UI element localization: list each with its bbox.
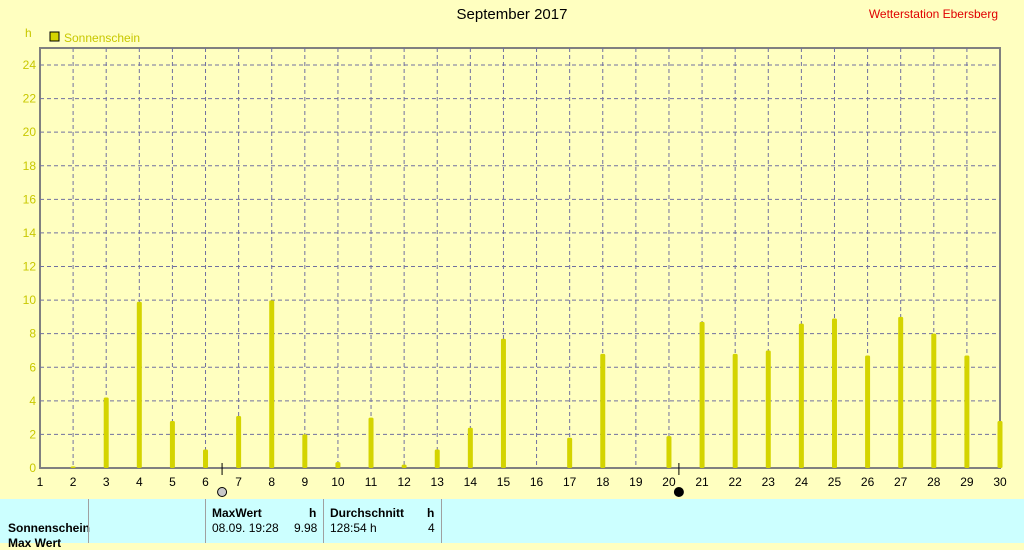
x-tick-label: 9	[301, 475, 308, 489]
x-tick-label: 10	[331, 475, 345, 489]
x-tick-label: 1	[37, 475, 44, 489]
max-header: MaxWert	[212, 506, 262, 520]
x-tick-label: 7	[235, 475, 242, 489]
stats-table: Sonnenschein Max Wert MaxWert h 08.09. 1…	[0, 499, 1024, 550]
bar-day-21	[699, 321, 705, 468]
bar-day-7	[236, 415, 242, 468]
new-moon-icon	[673, 487, 684, 497]
x-tick-label: 13	[431, 475, 445, 489]
plot-frame	[39, 47, 1001, 469]
avg-unit: h	[427, 506, 435, 520]
x-tick-label: 26	[861, 475, 875, 489]
x-tick-label: 15	[497, 475, 511, 489]
bar-day-18	[600, 353, 606, 468]
y-tick-label: 20	[23, 125, 37, 139]
x-tick-label: 19	[629, 475, 643, 489]
y-tick-label: 24	[23, 58, 37, 72]
x-tick-label: 5	[169, 475, 176, 489]
bar-day-14	[467, 427, 473, 468]
y-tick-label: 4	[29, 394, 36, 408]
y-tick-label: 2	[29, 427, 36, 441]
y-tick-label: 8	[29, 327, 36, 341]
x-tick-label: 11	[365, 475, 378, 489]
x-tick-label: 20	[662, 475, 676, 489]
bar-day-24	[798, 323, 804, 468]
station-name: Wetterstation Ebersberg	[868, 7, 998, 21]
chart-title: September 2017	[456, 6, 568, 23]
bar-day-12	[401, 464, 407, 468]
bar-day-9	[302, 434, 308, 468]
bar-day-5	[169, 420, 175, 468]
x-tick-label: 23	[762, 475, 776, 489]
bar-day-10	[335, 462, 341, 468]
avg-value: 128:54 h	[330, 521, 377, 535]
bar-day-26	[865, 355, 871, 468]
max-value: 9.98	[294, 521, 318, 535]
bar-day-23	[765, 350, 771, 468]
x-tick-label: 27	[894, 475, 908, 489]
x-tick-label: 8	[268, 475, 275, 489]
bar-day-29	[964, 355, 970, 468]
x-tick-label: 25	[828, 475, 842, 489]
bar-day-2	[70, 466, 76, 468]
x-tick-label: 30	[993, 475, 1007, 489]
y-tick-label: 14	[23, 226, 37, 240]
x-tick-label: 4	[136, 475, 143, 489]
y-tick-label: 18	[23, 159, 37, 173]
x-tick-label: 22	[728, 475, 742, 489]
x-tick-label: 28	[927, 475, 941, 489]
y-tick-label: 0	[29, 461, 36, 475]
bar-day-4	[136, 301, 142, 468]
x-tick-label: 24	[795, 475, 809, 489]
x-tick-label: 18	[596, 475, 610, 489]
bar-day-20	[666, 436, 672, 468]
avg-count: 4	[428, 521, 435, 535]
bar-day-22	[732, 353, 738, 468]
full-moon-icon	[217, 487, 228, 497]
x-tick-label: 2	[70, 475, 77, 489]
x-tick-label: 3	[103, 475, 110, 489]
bar-day-8	[269, 300, 275, 468]
bar-day-11	[368, 417, 374, 468]
bar-day-25	[831, 318, 837, 468]
bar-day-30	[997, 420, 1003, 468]
x-tick-label: 29	[960, 475, 974, 489]
y-tick-label: 16	[23, 192, 37, 206]
y-tick-label: 12	[23, 260, 37, 274]
bar-day-3	[103, 397, 109, 468]
bar-day-27	[898, 316, 904, 468]
y-axis-label: h	[25, 26, 32, 40]
x-tick-label: 14	[464, 475, 478, 489]
row2-label: Max Wert	[8, 536, 62, 550]
y-tick-label: 10	[23, 293, 37, 307]
x-tick-label: 16	[530, 475, 544, 489]
bar-day-6	[203, 449, 209, 468]
max-unit: h	[309, 506, 317, 520]
y-tick-label: 22	[23, 92, 37, 106]
bar-day-13	[434, 449, 440, 468]
x-tick-label: 21	[695, 475, 709, 489]
x-tick-label: 12	[397, 475, 411, 489]
bar-day-28	[931, 333, 937, 468]
legend-label: Sonnenschein	[64, 31, 140, 45]
x-tick-label: 17	[563, 475, 577, 489]
avg-header: Durchschnitt	[330, 506, 405, 520]
max-time: 08.09. 19:28	[212, 521, 279, 535]
row-label: Sonnenschein	[8, 521, 91, 535]
y-tick-label: 6	[29, 360, 36, 374]
bar-day-15	[500, 338, 506, 468]
legend-swatch	[49, 31, 60, 42]
bar-day-17	[567, 437, 573, 468]
x-tick-label: 6	[202, 475, 209, 489]
